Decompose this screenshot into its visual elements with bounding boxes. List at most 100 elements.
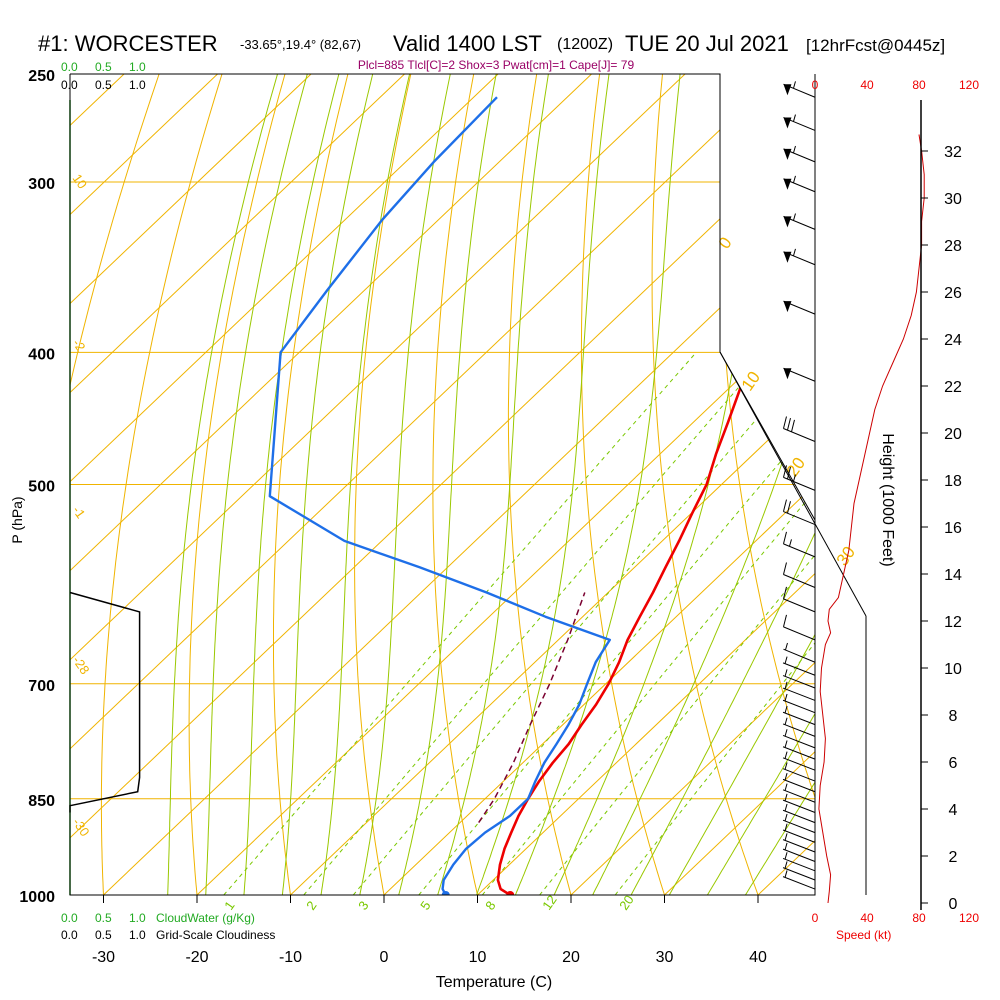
barb-staff (782, 687, 816, 701)
height-tick-6: 6 (949, 755, 958, 772)
temperature-axis-title: Temperature (C) (436, 974, 552, 991)
height-tick-24: 24 (944, 332, 962, 349)
barb-full (782, 499, 787, 512)
cloudwater-bottom-1: 1.0 (129, 911, 146, 925)
barb-full (786, 501, 791, 514)
speed-top-80: 80 (912, 78, 926, 92)
wind-barb (783, 145, 816, 163)
barb-full (782, 531, 787, 544)
height-tick-12: 12 (944, 614, 962, 631)
wind-barb (783, 300, 816, 315)
speed-bottom-40: 40 (860, 911, 874, 925)
moist-adiabat-8 (428, 74, 549, 895)
temperature-tick-20: 20 (562, 949, 580, 966)
barb-full (782, 465, 787, 478)
isotherm--100 (70, 74, 312, 895)
barb-half (784, 705, 788, 714)
barb-half (784, 693, 788, 702)
barb-staff (782, 675, 816, 689)
wind-barb (782, 870, 816, 890)
pressure-tick-850: 850 (28, 793, 55, 810)
barb-staff (782, 848, 816, 862)
height-tick-10: 10 (944, 661, 962, 678)
trace-parcel (478, 592, 586, 824)
isotherm--110 (70, 74, 218, 895)
moist-adiabat-32 (652, 74, 815, 895)
barb-half (788, 539, 792, 547)
pressure-tick-400: 400 (28, 346, 55, 363)
frame-diagonal (719, 351, 867, 617)
barb-full (786, 418, 791, 431)
cloudiness-bottom-0: 0.0 (61, 928, 78, 942)
barb-flag (783, 368, 792, 380)
height-tick-14: 14 (944, 567, 962, 584)
wind-barb (782, 833, 816, 853)
wind-barb (783, 367, 816, 382)
isotherm--20 (196, 74, 815, 895)
wind-barb (782, 681, 816, 701)
cloudwater-top-0: 0.0 (61, 60, 78, 74)
wind-barb (782, 852, 816, 872)
wind-barb (782, 740, 816, 760)
barb-staff (782, 876, 816, 890)
mixing-ratio-2 (303, 351, 770, 895)
wind-barb (782, 751, 816, 771)
mixing-ratio-1 (223, 351, 697, 895)
barb-staff (783, 598, 816, 613)
isotherm-0 (383, 74, 815, 895)
barb-half (792, 114, 796, 122)
cloudiness-bottom-1: 1.0 (129, 928, 146, 942)
dry-adiabat-10 (432, 74, 485, 895)
moist-adiabat-0 (353, 74, 451, 895)
temperature-ticks: -30 -20 -10 0 10 20 30 40 (92, 895, 767, 966)
wind-barb (782, 693, 816, 714)
barb-staff (783, 574, 816, 588)
barb-flag (783, 301, 792, 313)
temperature-tick-0: 0 (380, 949, 389, 966)
height-tick-8: 8 (949, 708, 958, 725)
barb-flag (783, 117, 792, 129)
wind-barb (782, 842, 816, 862)
temperature-tick--10: -10 (279, 949, 302, 966)
speed-bottom-120: 120 (959, 911, 979, 925)
isotherm--30 (103, 74, 815, 895)
cloudwater-top-05: 0.5 (95, 60, 112, 74)
barb-flag (783, 84, 792, 96)
valid-zulu: (1200Z) (557, 36, 613, 53)
trace-dewpoint (268, 96, 611, 895)
wind-barb (782, 499, 816, 526)
isotherm--60 (70, 74, 686, 895)
moist-adiabat--16 (203, 74, 308, 895)
barb-staff (782, 757, 816, 771)
dry-adiabat--40 (70, 74, 168, 895)
moist-adiabat-12 (465, 74, 610, 895)
barb-staff (783, 626, 816, 641)
barb-full (786, 466, 791, 480)
barb-flag (783, 251, 792, 263)
height-tick-18: 18 (944, 473, 962, 490)
barb-staff (782, 711, 816, 726)
barb-full (782, 586, 787, 600)
moist-adiabat--12 (241, 74, 340, 895)
barb-half (784, 772, 788, 781)
wind-barb (782, 531, 816, 558)
moist-adiabat-4 (390, 74, 497, 895)
barb-staff (783, 428, 816, 442)
barb-half (784, 870, 788, 878)
wind-barb (783, 248, 816, 266)
mixing-ratio-8 (481, 351, 815, 895)
moist-adiabat--8 (278, 74, 374, 895)
height-tick-22: 22 (944, 379, 962, 396)
wind-barb (782, 861, 816, 881)
wind-barb (783, 642, 816, 663)
speed-top-0: 0 (812, 78, 819, 92)
cloudiness-top-0: 0.0 (61, 78, 78, 92)
barb-full (782, 562, 787, 575)
pressure-tick-500: 500 (28, 479, 55, 496)
valid-date: TUE 20 Jul 2021 (625, 31, 789, 56)
moist-adiabat-28 (615, 74, 815, 895)
mixing-ratio-3 (352, 351, 815, 895)
wind-barb (782, 562, 816, 588)
barb-half (792, 81, 796, 89)
